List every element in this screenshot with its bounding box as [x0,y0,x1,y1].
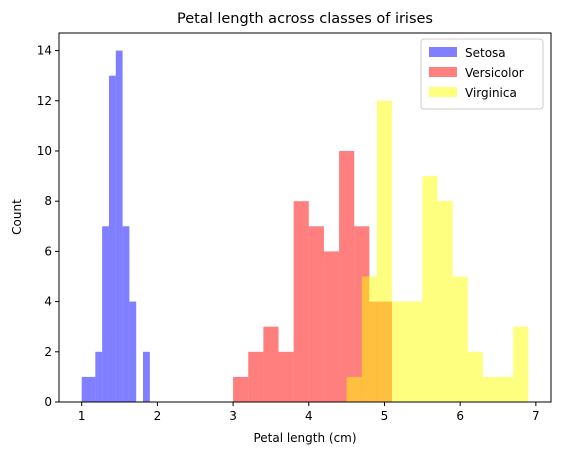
y-tick-label: 10 [37,144,52,158]
virginica-bar [513,326,529,402]
virginica-bar [376,100,393,402]
x-tick-label: 3 [229,409,237,423]
legend-label-virginica: Virginica [465,86,517,100]
virginica-bar [361,276,377,402]
legend-swatch-setosa [429,47,457,57]
y-tick-label: 6 [44,244,52,258]
virginica-bar [498,376,514,402]
legend: Setosa Versicolor Virginica [420,38,544,110]
legend-swatch-versicolor [429,67,457,77]
versicolor-bar [308,226,324,402]
chart-title: Petal length across classes of irises [177,11,433,27]
x-tick-label: 7 [532,409,540,423]
x-tick-label: 4 [305,409,313,423]
y-tick-label: 8 [44,194,52,208]
x-axis-label: Petal length (cm) [253,431,356,445]
versicolor-bar [339,150,355,402]
x-tick-label: 1 [78,409,86,423]
y-tick-label: 14 [37,44,52,58]
versicolor-bar [293,201,309,402]
setosa-bar [129,301,137,402]
legend-label-versicolor: Versicolor [465,66,524,80]
setosa-bar [81,376,89,402]
y-tick-label: 4 [44,295,52,309]
setosa-bar [122,226,130,402]
setosa-bar [143,351,150,402]
virginica-bar [467,351,483,402]
versicolor-bar [278,351,294,402]
virginica-bar [482,376,499,402]
y-tick-label: 12 [37,94,52,108]
y-axis-label: Count [10,199,24,235]
versicolor-bar [263,326,279,402]
setosa-bar [95,351,103,402]
versicolor-bar [248,351,264,402]
x-tick-label: 2 [154,409,162,423]
legend-label-setosa: Setosa [465,46,506,60]
x-tick-label: 5 [381,409,389,423]
setosa-bar [88,376,96,402]
bars-layer [81,50,529,403]
y-axis: 0 2 4 6 8 10 12 14 [37,44,59,409]
y-tick-label: 2 [44,345,52,359]
versicolor-bar [323,251,340,402]
x-axis: 1 2 3 4 5 6 7 [78,402,540,423]
virginica-bar [346,376,362,402]
virginica-bar [452,276,468,402]
plot-frame [58,32,552,403]
virginica-bar [422,176,438,402]
virginica-bar [392,301,408,402]
virginica-bar [407,301,423,402]
versicolor-bar [233,376,249,402]
setosa-bar [108,75,116,403]
setosa-bar [102,226,109,402]
x-tick-label: 6 [456,409,464,423]
y-tick-label: 0 [44,395,52,409]
legend-swatch-virginica [429,87,457,97]
virginica-bar [437,201,453,402]
setosa-bar [115,50,123,402]
